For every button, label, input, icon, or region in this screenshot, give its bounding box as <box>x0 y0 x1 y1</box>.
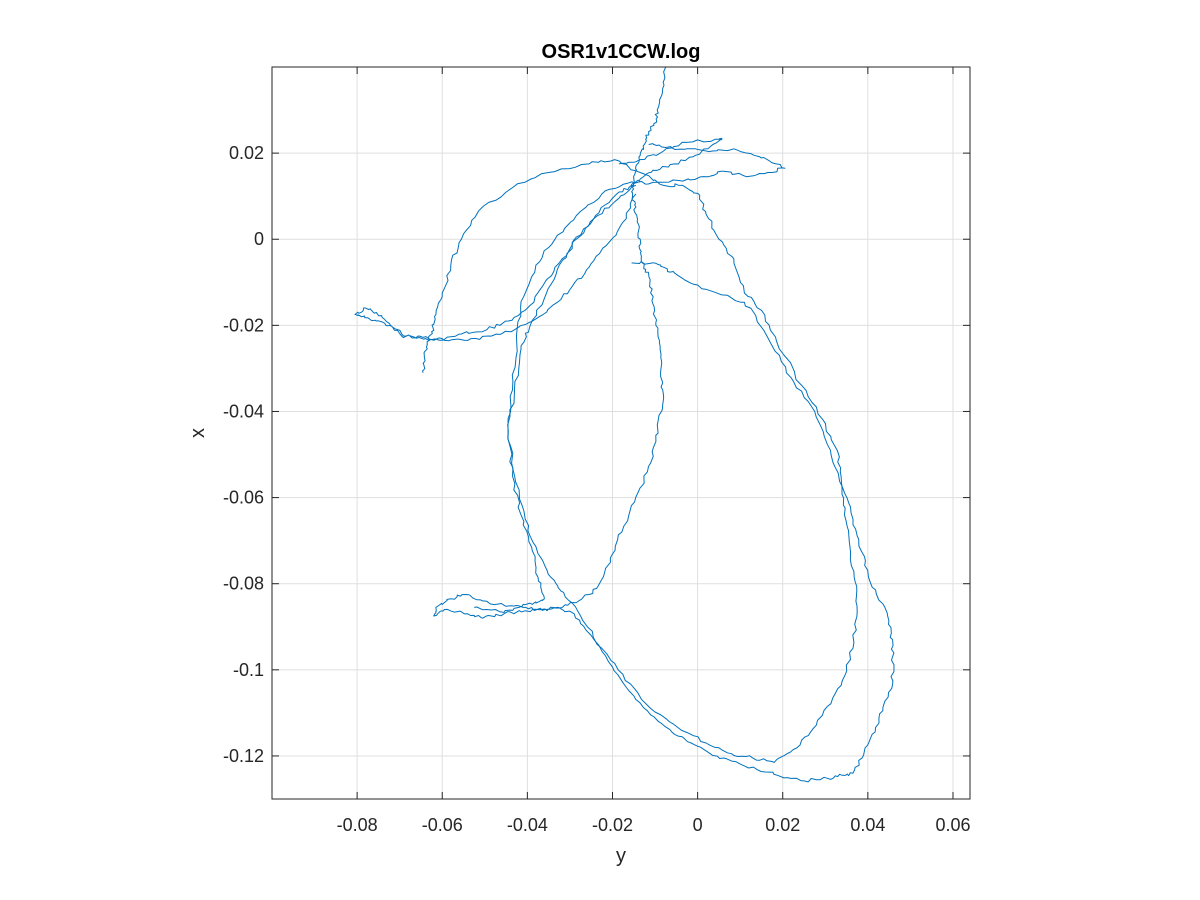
y-tick-label: 0.02 <box>229 143 264 163</box>
chart-title: OSR1v1CCW.log <box>542 41 701 63</box>
y-tick-label: -0.02 <box>223 315 264 335</box>
y-tick-label: -0.12 <box>223 746 264 766</box>
y-axis-label: x <box>187 428 209 438</box>
series-layer <box>354 67 895 783</box>
x-tick-label: 0.02 <box>765 815 800 835</box>
x-tick-label: -0.02 <box>592 815 633 835</box>
trajectory-line-4 <box>354 184 637 342</box>
trajectory-line-2 <box>422 143 858 763</box>
grid-layer <box>272 67 970 799</box>
y-tick-label: -0.1 <box>233 660 264 680</box>
x-tick-label: 0.06 <box>935 815 970 835</box>
y-tick-label: 0 <box>254 229 264 249</box>
y-tick-label: -0.08 <box>223 574 264 594</box>
x-tick-label: 0.04 <box>850 815 885 835</box>
trajectory-line-1 <box>433 67 895 783</box>
y-tick-label: -0.06 <box>223 488 264 508</box>
tick-layer: -0.08 -0.06 -0.04 -0.02 0 0.02 0.04 0.06 0.02 0 -0… <box>223 67 971 835</box>
trajectory-line-3 <box>474 137 723 613</box>
plot-frame <box>271 66 971 800</box>
y-tick-label: -0.04 <box>223 401 264 421</box>
x-tick-label: 0 <box>693 815 703 835</box>
x-tick-label: -0.06 <box>422 815 463 835</box>
plot-area <box>272 67 970 799</box>
x-tick-label: -0.04 <box>507 815 548 835</box>
x-tick-label: -0.08 <box>337 815 378 835</box>
x-axis-label: y <box>616 845 626 867</box>
